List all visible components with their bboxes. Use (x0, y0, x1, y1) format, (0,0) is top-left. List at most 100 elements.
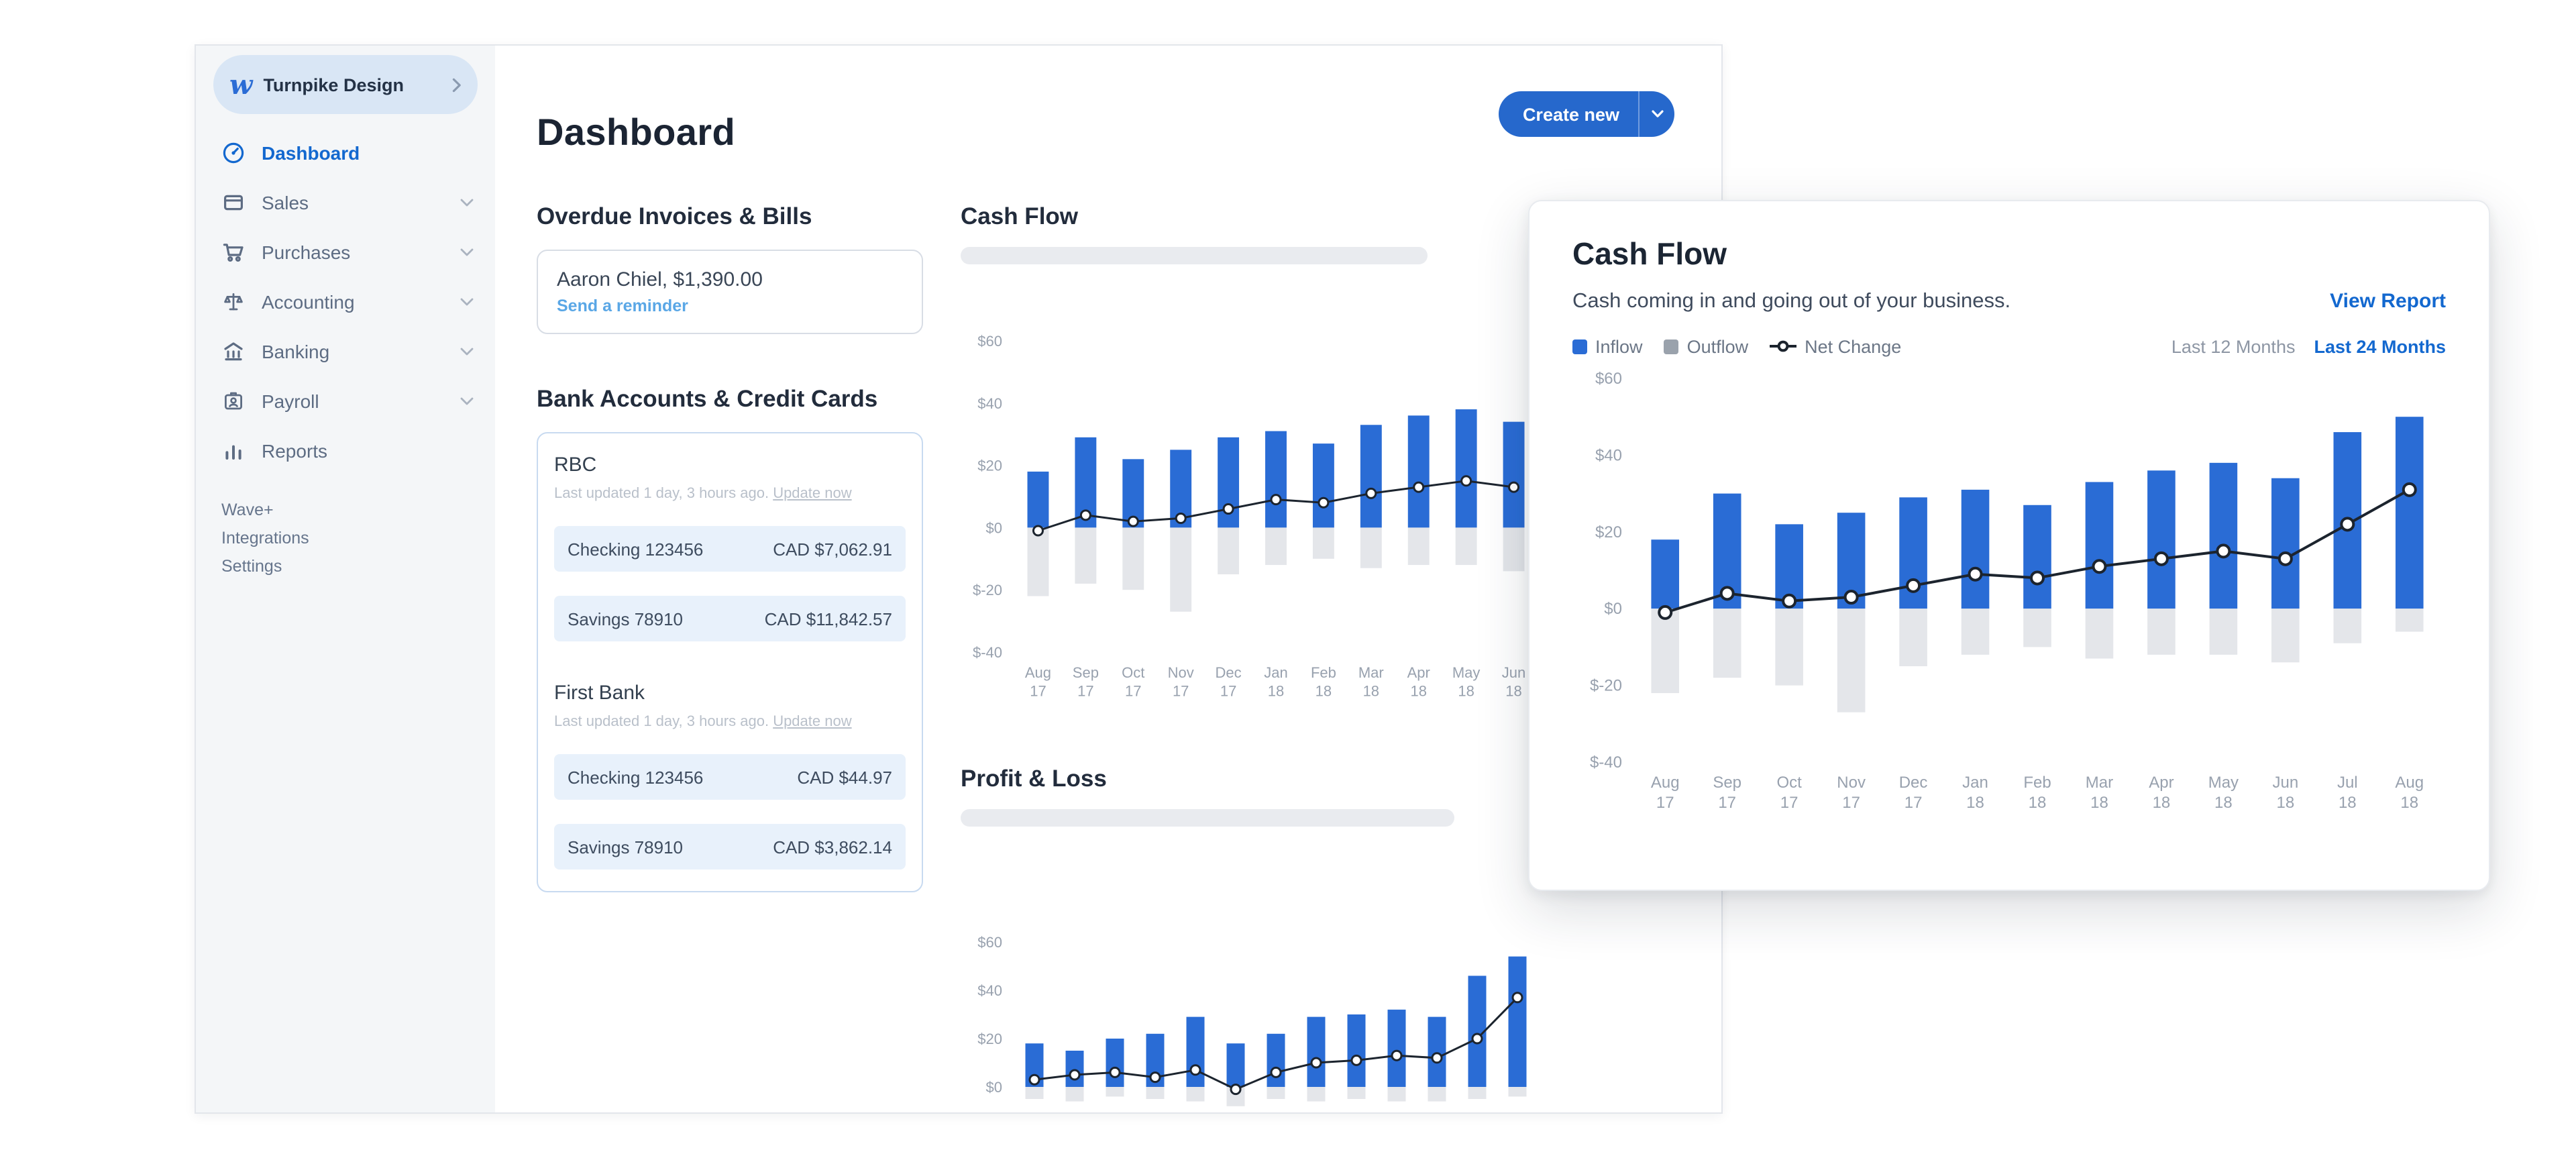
sidebar-item-purchases[interactable]: Purchases (196, 227, 495, 276)
sidebar-item-label: Banking (262, 340, 330, 362)
svg-text:$-40: $-40 (1590, 753, 1622, 772)
svg-text:Feb: Feb (1311, 664, 1336, 681)
svg-text:$0: $0 (986, 1079, 1002, 1096)
profit-loss-chart: $60$40$20$0$-20$-40Aug17Sep17Oct17Nov17D… (961, 934, 1546, 1112)
account-balance: CAD $3,862.14 (773, 837, 892, 857)
create-new-label[interactable]: Create new (1522, 104, 1619, 124)
dashboard-icon (221, 140, 246, 164)
svg-text:17: 17 (1077, 683, 1093, 700)
svg-text:Sep: Sep (1073, 664, 1099, 681)
update-now-link[interactable]: Update now (773, 714, 852, 730)
overdue-entry: Aaron Chiel, $1,390.00 (557, 268, 763, 291)
svg-text:18: 18 (1268, 683, 1284, 700)
svg-text:$20: $20 (1595, 523, 1622, 541)
sidebar-item-dashboard[interactable]: Dashboard (196, 127, 495, 177)
legend-outflow: Outflow (1664, 337, 1749, 357)
overlay-subtitle-row: Cash coming in and going out of your bus… (1572, 290, 2446, 314)
page-title: Dashboard (537, 111, 736, 153)
updated-label: Last updated 1 day, 3 hours ago. (554, 714, 769, 730)
sidebar-item-sales[interactable]: Sales (196, 177, 495, 227)
overdue-card: Aaron Chiel, $1,390.00 Send a reminder (537, 250, 923, 334)
account-row[interactable]: Savings 78910 CAD $11,842.57 (554, 596, 906, 641)
svg-text:Aug: Aug (2395, 774, 2424, 792)
account-balance: CAD $7,062.91 (773, 539, 892, 559)
svg-text:18: 18 (2214, 794, 2233, 812)
chevron-down-icon (460, 297, 474, 305)
workspace-switcher[interactable]: w Turnpike Design (213, 55, 478, 114)
overlay-legend-row: Inflow Outflow Net Change Last 12 Months… (1572, 337, 2446, 357)
svg-text:Feb: Feb (2023, 774, 2051, 792)
bank-updated-text: Last updated 1 day, 3 hours ago. Update … (554, 486, 906, 502)
cash-flow-loading-placeholder (961, 247, 1428, 264)
svg-text:$0: $0 (986, 519, 1002, 536)
svg-text:$20: $20 (977, 458, 1002, 474)
svg-text:Jun: Jun (1502, 664, 1525, 681)
cash-flow-chart: $60 $40 $20 $0 $-20 $-40 Aug 17 Sep 17 Oct 17 Nov 17 D… (961, 333, 1546, 709)
svg-text:Mar: Mar (2086, 774, 2113, 792)
reports-icon (221, 438, 246, 462)
svg-text:May: May (1452, 664, 1481, 681)
svg-text:Apr: Apr (2149, 774, 2174, 792)
svg-text:17: 17 (1842, 794, 1860, 812)
sidebar-item-reports[interactable]: Reports (196, 425, 495, 475)
svg-text:Jan: Jan (1264, 664, 1287, 681)
chevron-down-icon (460, 347, 474, 355)
svg-text:$60: $60 (977, 934, 1002, 951)
legend-label: Outflow (1686, 337, 1749, 357)
sidebar-item-label: Purchases (262, 241, 351, 262)
overlay-subtitle: Cash coming in and going out of your bus… (1572, 290, 2011, 313)
svg-text:18: 18 (2400, 794, 2418, 812)
account-row[interactable]: Checking 123456 CAD $7,062.91 (554, 526, 906, 572)
svg-text:Nov: Nov (1168, 664, 1194, 681)
range-24-months[interactable]: Last 24 Months (2314, 337, 2446, 357)
create-new-button[interactable]: Create new (1498, 91, 1674, 137)
bank-block-rbc: RBC Last updated 1 day, 3 hours ago. Upd… (554, 454, 906, 641)
svg-text:18: 18 (2090, 794, 2108, 812)
account-label: Checking 123456 (568, 767, 704, 787)
sidebar-item-banking[interactable]: Banking (196, 326, 495, 376)
bank-name: First Bank (554, 682, 645, 704)
svg-text:Jul: Jul (2337, 774, 2358, 792)
sidebar-link-settings[interactable]: Settings (221, 557, 282, 576)
create-new-dropdown[interactable] (1638, 91, 1674, 137)
sidebar-item-label: Reports (262, 439, 328, 461)
account-row[interactable]: Checking 123456 CAD $44.97 (554, 754, 906, 800)
workspace-name: Turnpike Design (263, 74, 404, 95)
accounting-icon (221, 289, 246, 313)
outflow-swatch-icon (1664, 339, 1679, 354)
svg-text:17: 17 (1173, 683, 1189, 700)
svg-text:17: 17 (1718, 794, 1736, 812)
range-12-months[interactable]: Last 12 Months (2171, 337, 2296, 357)
svg-text:$60: $60 (977, 333, 1002, 350)
sidebar-link-wave-plus[interactable]: Wave+ (221, 501, 274, 519)
svg-text:18: 18 (2339, 794, 2357, 812)
main-content: Dashboard Create new Overdue Invoices & … (495, 46, 1721, 1112)
svg-text:18: 18 (1458, 683, 1474, 700)
svg-text:$-40: $-40 (973, 644, 1002, 661)
overlay-cash-flow-chart: $60 $40 $20 $0 $-20 $-40 Aug 17 Sep 17 Oct 17 Nov 17 D… (1572, 370, 2449, 821)
svg-text:18: 18 (1410, 683, 1426, 700)
send-reminder-link[interactable]: Send a reminder (557, 297, 688, 315)
sidebar-link-integrations[interactable]: Integrations (221, 529, 309, 547)
svg-text:17: 17 (1904, 794, 1923, 812)
svg-text:Aug: Aug (1025, 664, 1051, 681)
sidebar-item-label: Dashboard (262, 142, 360, 163)
sidebar-nav: Dashboard Sales Purchases (196, 127, 495, 475)
sidebar-item-accounting[interactable]: Accounting (196, 276, 495, 326)
sidebar-item-payroll[interactable]: Payroll (196, 376, 495, 425)
svg-text:Mar: Mar (1358, 664, 1384, 681)
svg-text:17: 17 (1780, 794, 1799, 812)
account-balance: CAD $44.97 (797, 767, 892, 787)
update-now-link[interactable]: Update now (773, 486, 852, 502)
legend-inflow: Inflow (1572, 337, 1643, 357)
inflow-swatch-icon (1572, 339, 1587, 354)
svg-text:Dec: Dec (1899, 774, 1928, 792)
view-report-link[interactable]: View Report (2330, 290, 2446, 313)
sidebar-item-label: Accounting (262, 291, 355, 312)
svg-text:18: 18 (1966, 794, 1984, 812)
account-label: Savings 78910 (568, 837, 684, 857)
svg-text:$-20: $-20 (973, 582, 1002, 598)
account-row[interactable]: Savings 78910 CAD $3,862.14 (554, 824, 906, 870)
bank-accounts-card: RBC Last updated 1 day, 3 hours ago. Upd… (537, 432, 923, 892)
